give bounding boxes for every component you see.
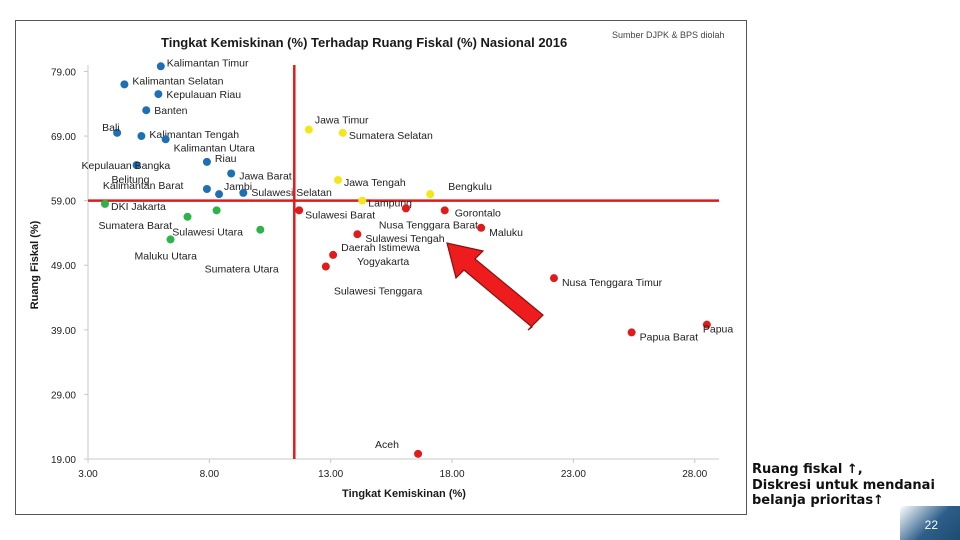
data-label: Nusa Tenggara Timur xyxy=(562,277,663,289)
y-tick-label: 29.00 xyxy=(51,390,76,401)
x-tick-label: 13.00 xyxy=(318,469,343,480)
data-label: Daerah Istimewa xyxy=(341,242,420,254)
data-point xyxy=(321,262,330,271)
data-label: Maluku xyxy=(489,227,523,239)
data-label: Sulawesi Barat xyxy=(305,209,375,221)
x-tick-label: 18.00 xyxy=(440,469,465,480)
chart-frame: Tingkat Kemiskinan (%) Terhadap Ruang Fi… xyxy=(15,20,747,515)
data-label: Sumatera Utara xyxy=(205,263,279,275)
data-point xyxy=(202,157,211,166)
y-tick-label: 79.00 xyxy=(51,67,76,78)
data-label: Sulawesi Tenggara xyxy=(334,286,423,298)
data-point xyxy=(113,128,122,137)
data-label: Sumatera Selatan xyxy=(349,130,433,142)
data-point xyxy=(333,175,342,184)
highlight-arrow xyxy=(446,242,544,331)
data-label: Gorontalo xyxy=(455,207,501,219)
data-label: Aceh xyxy=(375,439,399,451)
data-point xyxy=(256,225,265,234)
data-point xyxy=(161,135,170,144)
data-point xyxy=(414,449,423,458)
data-point xyxy=(440,206,449,215)
data-point xyxy=(353,230,362,239)
data-point xyxy=(627,328,636,337)
data-label: Kalimantan Barat xyxy=(103,180,184,192)
data-label: Bengkulu xyxy=(448,181,492,193)
data-label: Maluku Utara xyxy=(135,250,198,262)
data-point xyxy=(401,204,410,213)
y-axis-label: Ruang Fiskal (%) xyxy=(29,220,41,309)
data-label: Lampung xyxy=(368,198,412,210)
data-label: Kepulauan Bangka xyxy=(82,160,171,172)
x-tick-label: 3.00 xyxy=(78,469,98,480)
data-label: Nusa Tenggara Barat xyxy=(379,219,478,231)
data-label: Banten xyxy=(154,105,187,117)
page-number: 22 xyxy=(924,518,938,532)
data-point xyxy=(702,320,711,329)
data-label: Sulawesi Selatan xyxy=(251,187,332,199)
side-text-line: belanja prioritas↑ xyxy=(752,493,884,508)
data-point xyxy=(338,128,347,137)
x-axis-label: Tingkat Kemiskinan (%) xyxy=(342,488,466,500)
data-point xyxy=(154,90,163,99)
page-number-corner: 22 xyxy=(900,506,960,540)
data-point xyxy=(120,80,129,89)
data-label: Kalimantan Tengah xyxy=(149,129,239,141)
data-label: Sumatera Barat xyxy=(99,220,173,232)
y-tick-label: 19.00 xyxy=(51,455,76,466)
y-tick-label: 39.00 xyxy=(51,326,76,337)
data-point xyxy=(215,190,224,199)
side-text: Ruang fiskal ↑, Diskresi untuk mendanai … xyxy=(752,462,952,509)
scatter-chart: Tingkat Kemiskinan (%) Terhadap Ruang Fi… xyxy=(29,30,733,500)
data-label: Sulawesi Utara xyxy=(172,227,243,239)
data-point xyxy=(166,235,175,244)
data-label: Kalimantan Timur xyxy=(167,57,249,69)
data-label: Papua Barat xyxy=(640,331,698,343)
data-label: Kalimantan Selatan xyxy=(132,75,223,87)
x-tick-label: 23.00 xyxy=(561,469,586,480)
chart-title: Tingkat Kemiskinan (%) Terhadap Ruang Fi… xyxy=(161,35,567,50)
x-tick-label: 8.00 xyxy=(200,469,220,480)
data-label: Jawa Timur xyxy=(315,115,369,127)
data-label: Belitung xyxy=(112,174,150,186)
data-label: Papua xyxy=(703,324,734,336)
data-point xyxy=(295,206,304,215)
side-text-line: Diskresi untuk mendanai xyxy=(752,477,935,493)
plot-area: 3.00 8.00 13.00 18.00 23.00 28.00 19.00 29.00 39… xyxy=(51,57,733,480)
source-note: Sumber DJPK & BPS diolah xyxy=(612,30,725,40)
data-label: Kepulauan Riau xyxy=(166,89,241,101)
data-label: Sulawesi Tengah xyxy=(365,233,444,245)
data-point xyxy=(202,185,211,194)
y-tick-label: 69.00 xyxy=(51,132,76,143)
data-point xyxy=(132,161,141,170)
data-point xyxy=(549,274,558,283)
data-point xyxy=(329,250,338,259)
side-text-line: Ruang fiskal ↑, xyxy=(752,462,863,477)
data-point xyxy=(137,132,146,141)
data-label: Riau xyxy=(215,153,237,165)
data-point xyxy=(239,188,248,197)
data-point xyxy=(477,223,486,232)
data-point xyxy=(100,199,109,208)
data-point xyxy=(183,212,192,221)
data-label: Jambi xyxy=(224,181,252,193)
data-point xyxy=(156,62,165,71)
data-label: Jawa Barat xyxy=(239,171,292,183)
data-label: Jawa Tengah xyxy=(344,177,406,189)
data-point xyxy=(142,106,151,115)
data-label: Yogyakarta xyxy=(357,256,409,268)
data-label: Kalimantan Utara xyxy=(174,142,255,154)
data-point xyxy=(227,169,236,178)
data-point xyxy=(358,196,367,205)
x-tick-label: 28.00 xyxy=(682,469,707,480)
data-point xyxy=(304,125,313,134)
data-label: DKI Jakarta xyxy=(111,201,166,213)
data-point xyxy=(212,206,221,215)
data-label: Bali xyxy=(102,122,120,134)
y-tick-label: 49.00 xyxy=(51,261,76,272)
data-point xyxy=(426,190,435,199)
y-tick-label: 59.00 xyxy=(51,197,76,208)
